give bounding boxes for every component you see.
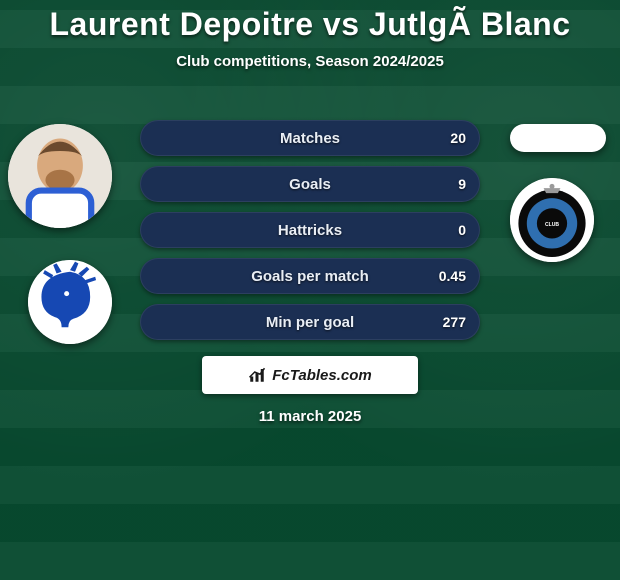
stat-value-right: 277	[443, 304, 466, 340]
stat-label: Goals per match	[251, 268, 369, 285]
player-left-icon	[8, 124, 112, 228]
stat-row: Goals 9	[140, 166, 480, 202]
svg-text:CLUB: CLUB	[545, 222, 559, 228]
stat-value-right: 0	[458, 212, 466, 248]
club-right-badge: CLUB	[510, 178, 594, 262]
stat-row: Min per goal 277	[140, 304, 480, 340]
stat-label: Hattricks	[278, 222, 342, 239]
club-left-icon	[28, 260, 112, 344]
player-left-avatar	[8, 124, 112, 228]
stat-value-right: 0.45	[439, 258, 466, 294]
club-left-badge	[28, 260, 112, 344]
bar-chart-icon	[248, 366, 266, 384]
page-title: Laurent Depoitre vs JutlgÃ Blanc	[0, 0, 620, 43]
stat-value-right: 20	[450, 120, 466, 156]
stats-list: Matches 20 Goals 9 Hattricks 0 Goals per…	[140, 120, 480, 340]
date-text: 11 march 2025	[0, 408, 620, 425]
subtitle: Club competitions, Season 2024/2025	[0, 53, 620, 70]
stat-label: Min per goal	[266, 314, 354, 331]
stat-label: Goals	[289, 176, 331, 193]
stat-row: Goals per match 0.45	[140, 258, 480, 294]
stat-label: Matches	[280, 130, 340, 147]
stat-row: Hattricks 0	[140, 212, 480, 248]
stat-row: Matches 20	[140, 120, 480, 156]
player-right-avatar	[510, 124, 606, 152]
brand-text: FcTables.com	[272, 367, 371, 384]
brand-card: FcTables.com	[202, 356, 418, 394]
content: Laurent Depoitre vs JutlgÃ Blanc Club co…	[0, 0, 620, 580]
club-right-icon: CLUB	[510, 178, 594, 262]
stat-value-right: 9	[458, 166, 466, 202]
